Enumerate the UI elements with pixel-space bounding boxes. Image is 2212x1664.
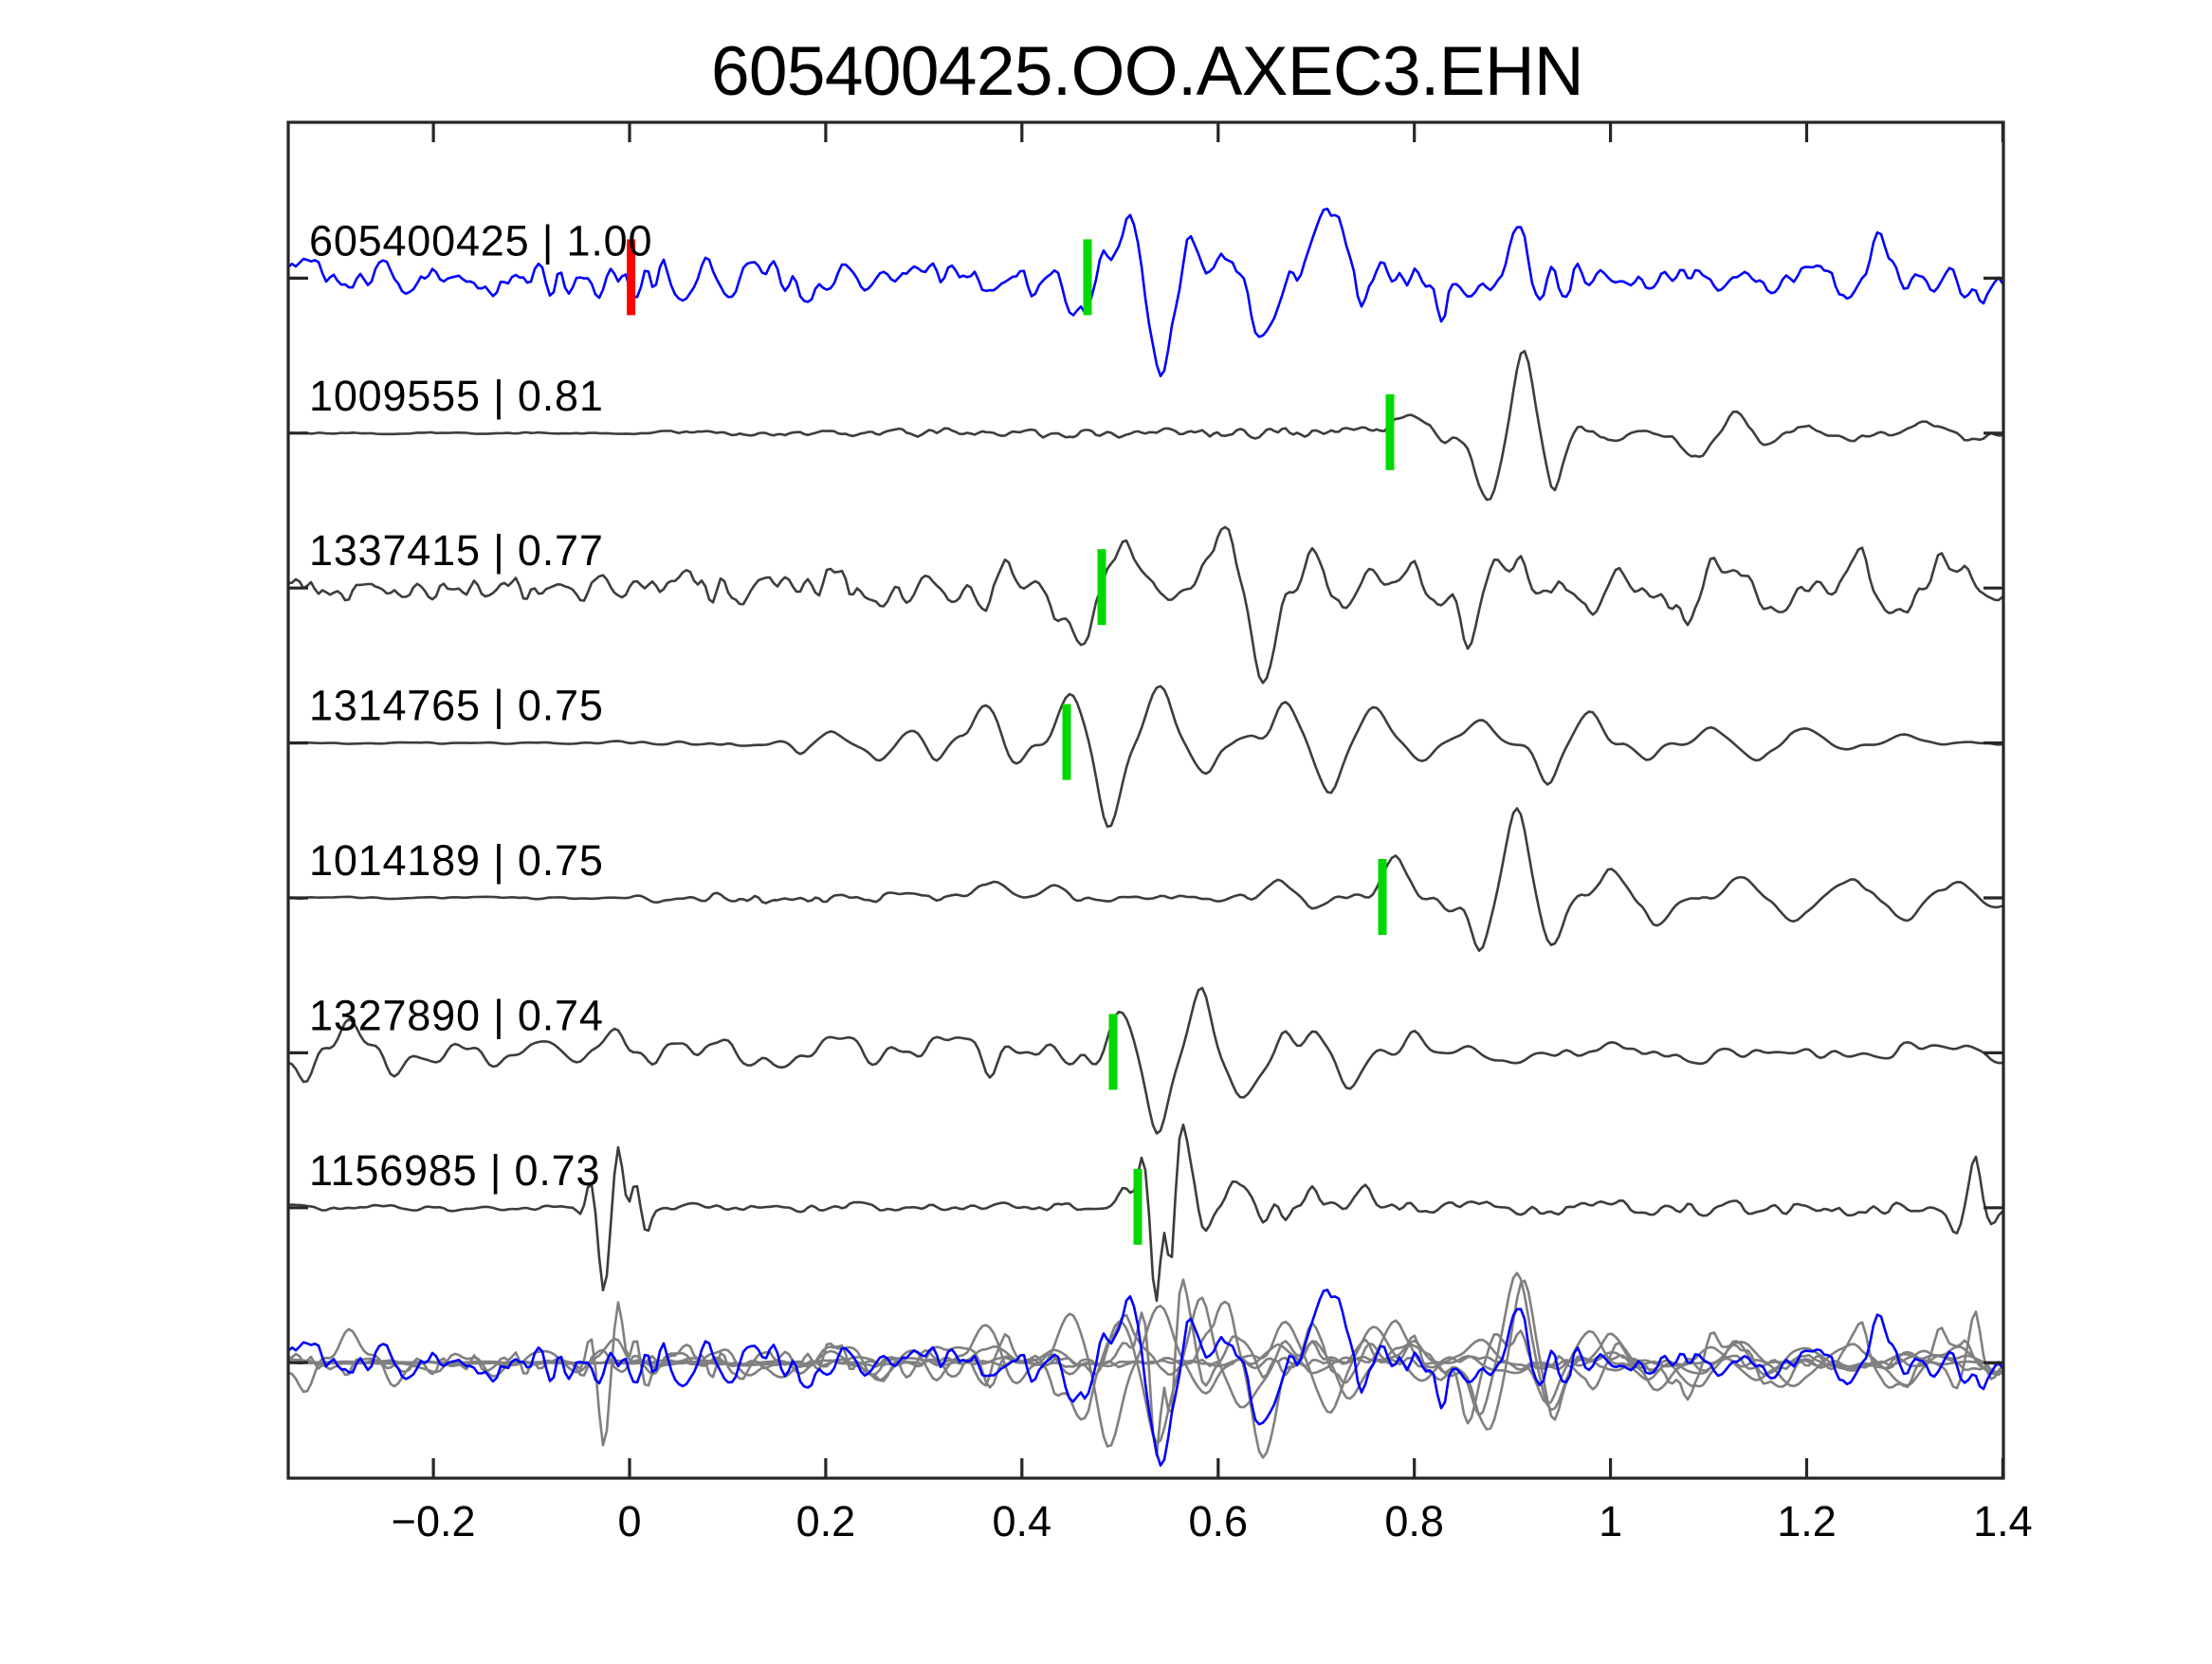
- svg-text:1314765 | 0.75: 1314765 | 0.75: [309, 682, 604, 730]
- svg-text:0.6: 0.6: [1189, 1497, 1249, 1545]
- svg-text:1014189 | 0.75: 1014189 | 0.75: [309, 836, 604, 885]
- svg-text:605400425 | 1.00: 605400425 | 1.00: [309, 216, 652, 265]
- svg-text:0.2: 0.2: [796, 1497, 856, 1545]
- svg-text:0.4: 0.4: [993, 1497, 1052, 1545]
- svg-text:1327890 | 0.74: 1327890 | 0.74: [309, 991, 604, 1039]
- svg-text:1: 1: [1599, 1497, 1622, 1545]
- svg-text:1337415 | 0.77: 1337415 | 0.77: [309, 526, 604, 575]
- svg-text:0.8: 0.8: [1384, 1497, 1444, 1545]
- svg-text:−0.2: −0.2: [392, 1497, 476, 1545]
- svg-text:605400425.OO.AXEC3.EHN: 605400425.OO.AXEC3.EHN: [711, 33, 1583, 110]
- svg-text:1.2: 1.2: [1777, 1497, 1837, 1545]
- svg-text:1009555 | 0.81: 1009555 | 0.81: [309, 372, 604, 420]
- svg-text:1.4: 1.4: [1973, 1497, 2033, 1545]
- svg-text:1156985 | 0.73: 1156985 | 0.73: [309, 1146, 600, 1195]
- svg-text:0: 0: [617, 1497, 641, 1545]
